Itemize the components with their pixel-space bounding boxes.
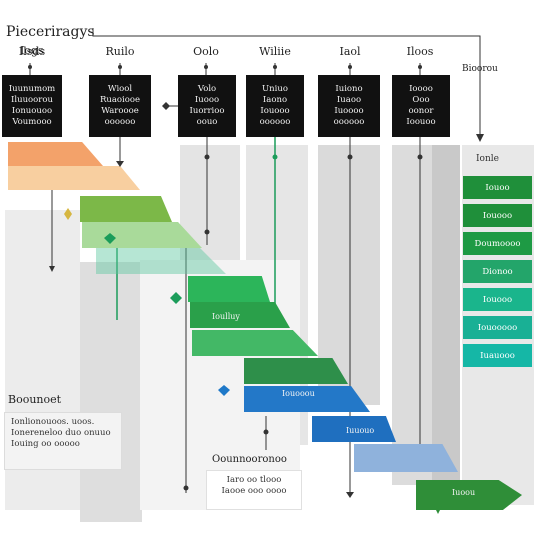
legend-item-3[interactable]: Doumoooo [463,232,532,255]
legend-item-6[interactable]: Iouooooo [463,316,532,339]
band-6 [188,276,270,302]
stage-box-line: Ooo [412,95,430,105]
stage-box-6[interactable]: Ioooo Ooo oonor Ioouoo [392,75,450,137]
center-note-box: Iaro oo tlooo Iaooe ooo oooo [206,470,302,510]
stage-box-line: Iuiono [335,84,363,94]
stage-box-line: Iuorrioo [189,106,225,116]
stage-box-line: oooooo [104,117,136,127]
stage-box-line: Volo [197,84,217,94]
stage-label-3: Oolo [193,45,219,58]
stage-box-line: Ionuouoo [11,106,53,116]
stage-box-line: Iuooo [194,95,220,105]
legend-item-7[interactable]: Iuauooo [463,344,532,367]
band-10 [244,386,370,412]
legend-title: Ionle [476,154,499,164]
stage-box-line: Ioouoo [406,117,436,127]
stage-label-2: Ruilo [105,45,135,58]
stage-box-3[interactable]: Volo Iuooo Iuorrioo oouo [178,75,236,137]
legend-item-5[interactable]: Iouooo [463,288,532,311]
left-note-line: Ionereneloo duo onuuo [11,428,111,438]
stage-box-line: Iuoooo [334,106,364,116]
center-note-line: Iaro oo tlooo [226,475,282,485]
stage-box-line: oonor [408,106,434,116]
band-label-7: Ioulluy [212,312,240,321]
stage-box-line: Ioooo [409,84,433,94]
stage-box-line: Uniuo [262,84,288,94]
band-5 [96,248,226,274]
band-9 [244,358,348,384]
bg-column-7 [432,145,460,485]
stage-box-line: Waroooe [101,106,139,116]
bg-column-2 [80,262,142,522]
bg-column-6 [392,145,432,485]
stage-box-line: oooooo [259,117,291,127]
stage-box-line: Wiool [107,84,133,94]
stage-box-5[interactable]: Iuiono Iuaoo Iuoooo oooooo [318,75,380,137]
center-note-title: Oounnooronoo [212,454,287,465]
diagram-subtitle: Iogs [20,44,44,57]
stage-box-line: Iouooo [260,106,290,116]
band-12 [354,444,458,472]
band-3 [80,196,172,222]
legend-item-2[interactable]: Iouooo [463,204,532,227]
stage-box-line: Iluuoorou [11,95,53,105]
center-note-line: Iaooe ooo oooo [221,486,287,496]
stage-box-line: Iuunumom [8,84,56,94]
stage-label-1: Ilsds [18,45,46,58]
legend-item-1[interactable]: Iouoo [463,176,532,199]
band-2 [8,166,140,190]
stage-box-line: oooooo [333,117,365,127]
band-8 [192,330,318,356]
left-note-box: Ionlionouoos. uoos. Ionereneloo duo onuu… [4,412,122,470]
left-note-line: Ionlionouoos. uoos. [11,417,95,427]
stage-box-line: Iaono [262,95,288,105]
left-note-title: Boounoet [8,393,62,406]
band-label-13: Iuoou [452,488,476,497]
stage-box-line: oouo [196,117,218,127]
stage-label-4: Wiliie [259,45,291,58]
band-13 [416,480,522,510]
diagram-title: Pieceriragys [6,24,95,40]
stage-box-line: Voumooo [12,117,52,127]
band-label-11: Iuuouo [346,426,375,435]
stage-box-line: Ruaoiooe [99,95,141,105]
stage-label-5: Iaol [339,45,361,58]
stage-box-1[interactable]: Iuunumom Iluuoorou Ionuouoo Voumooo [2,75,62,137]
band-7 [190,302,290,328]
band-11 [312,416,396,442]
stage-box-line: Iuaoo [336,95,362,105]
stage-box-4[interactable]: Uniuo Iaono Iouooo oooooo [246,75,304,137]
stage-box-2[interactable]: Wiool Ruaoiooe Waroooe oooooo [89,75,151,137]
band-label-10: Iouooou [282,389,315,398]
legend-item-4[interactable]: Dionoo [463,260,532,283]
stage-label-6: Iloos [406,45,434,58]
left-note-line: Iouing oo ooooo [11,439,80,449]
